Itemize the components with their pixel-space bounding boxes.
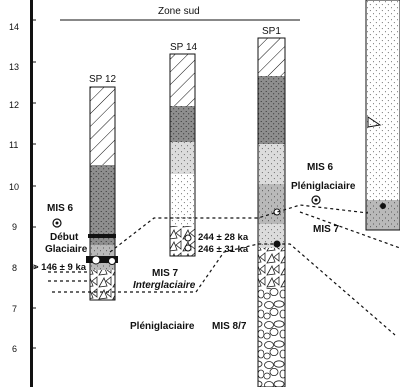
annotation-mis87: MIS 8/7: [212, 321, 247, 332]
sample-icon: [91, 255, 101, 265]
annotation-mis6-right: MIS 6: [307, 162, 334, 173]
layer-pebbles: [258, 288, 285, 387]
snail-shell-icon: [108, 257, 116, 265]
depth-label: 6: [12, 344, 17, 354]
annotations: MIS 6 Début Glaciaire > 146 ± 9 ka 244 ±…: [33, 162, 356, 332]
depth-scale-bar: [30, 0, 33, 387]
sample-icon: [184, 244, 192, 252]
horizon-marker: [88, 234, 116, 238]
depth-label: 9: [12, 222, 17, 232]
layer-blocks: [258, 248, 285, 288]
layer-dark-silt: [90, 165, 115, 245]
snail-shell-icon: [55, 221, 59, 225]
column-sp12-label: SP 12: [89, 74, 116, 85]
sample-icon: [273, 208, 281, 216]
depth-label: 12: [9, 100, 19, 110]
annotation-glaciaire: Glaciaire: [45, 244, 88, 255]
annotation-age-sp14-b: 246 ± 31 ka: [198, 244, 249, 255]
column-outline: [169, 53, 196, 257]
depth-scale: 14 13 12 11 10 9 8 7 6: [9, 0, 36, 387]
annotation-mis7-right: MIS 7: [313, 224, 340, 235]
depth-label: 10: [9, 182, 19, 192]
sample-icon: [184, 234, 192, 242]
layer-blocks: [90, 270, 115, 300]
layer-hatched: [170, 54, 195, 106]
layer-dark-silt: [258, 76, 285, 144]
correlation-line: [109, 204, 369, 253]
layer-pale-silt: [170, 174, 195, 226]
block-icon: [367, 116, 382, 128]
depth-label: 11: [9, 140, 18, 150]
layer-hatched: [258, 38, 285, 76]
annotation-mis7-center: MIS 7: [152, 268, 179, 279]
column-right-partial: [365, 0, 400, 231]
column-sp12: SP 12: [86, 74, 118, 301]
annotation-debut: Début: [50, 232, 79, 243]
column-outline: [257, 37, 286, 387]
column-outline: [89, 86, 116, 301]
snail-shell-icon: [52, 218, 62, 228]
layer-pale-silt: [366, 0, 400, 200]
layer-hatched: [90, 87, 115, 165]
correlation-lines: [48, 204, 400, 336]
layer-light-silt: [170, 142, 195, 174]
depth-label: 13: [9, 62, 19, 72]
layer-blocks: [170, 226, 195, 256]
annotation-pleniglaciaire-bottom: Pléniglaciaire: [130, 321, 195, 332]
correlation-line: [52, 243, 396, 336]
dated-level-marker: [86, 256, 118, 263]
annotation-mis6-left: MIS 6: [47, 203, 74, 214]
column-outline: [365, 0, 400, 231]
snail-shell-icon: [311, 195, 321, 205]
zone-label: Zone sud: [158, 6, 200, 17]
layer-light-silt: [258, 144, 285, 184]
annotation-interglaciaire: Interglaciaire: [133, 280, 196, 291]
annotation-age-sp12: > 146 ± 9 ka: [33, 262, 87, 273]
column-sp1-label: SP1: [262, 26, 281, 37]
annotation-age-sp14-a: 244 ± 28 ka: [198, 232, 249, 243]
layer-dark-silt: [170, 106, 195, 142]
column-sp14-label: SP 14: [170, 42, 197, 53]
depth-label: 7: [12, 304, 17, 314]
depth-label: 8: [12, 263, 17, 273]
snail-shell-icon: [380, 203, 386, 209]
column-sp1: SP1: [257, 26, 286, 387]
snail-shell-icon: [314, 198, 318, 202]
column-sp14: SP 14: [169, 42, 197, 257]
annotation-pleniglaciaire-right: Pléniglaciaire: [291, 181, 356, 192]
layer-grey-silt: [258, 184, 285, 224]
depth-label: 14: [9, 22, 19, 32]
